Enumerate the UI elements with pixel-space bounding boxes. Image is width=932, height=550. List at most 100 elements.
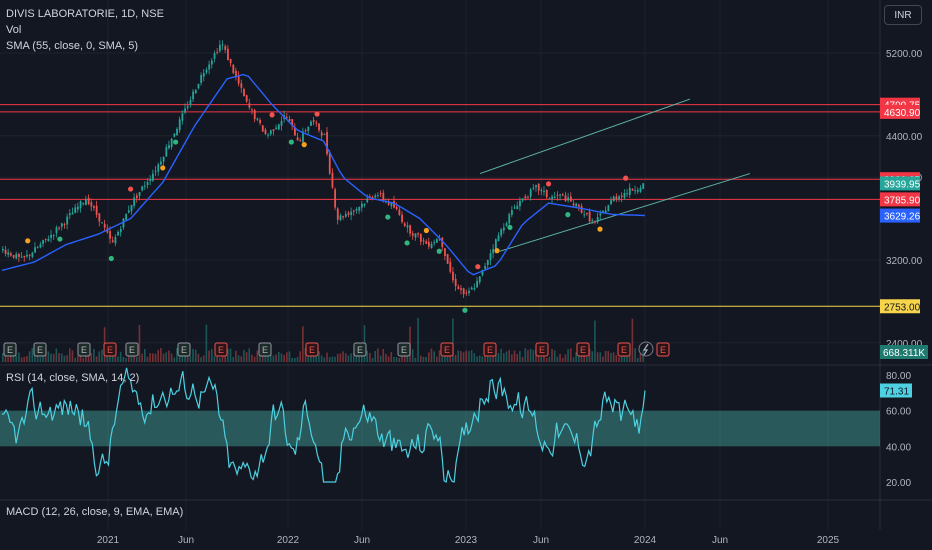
volume-bar [23, 356, 26, 362]
candle-body [532, 187, 535, 189]
volume-bar [272, 355, 275, 362]
earnings-marker-label: E [129, 345, 135, 355]
candle-body [433, 241, 436, 244]
signal-dot [160, 165, 166, 171]
volume-bar [618, 357, 620, 362]
volume-bar [339, 353, 342, 362]
candle-body [154, 170, 157, 172]
candle-body [237, 76, 240, 84]
volume-bar [162, 353, 165, 362]
candle-body [537, 183, 540, 191]
candle-body [77, 206, 79, 210]
volume-bar [98, 351, 101, 362]
earnings-marker [305, 342, 319, 357]
volume-bar [334, 356, 336, 362]
volume-bar [636, 357, 639, 362]
candle-body [66, 216, 69, 225]
price-level-label: 4630.90 [884, 108, 921, 119]
volume-bar [556, 356, 559, 362]
candle-body [588, 211, 591, 222]
volume-bar [68, 348, 71, 362]
candle-body [411, 233, 414, 236]
candle-body [210, 60, 213, 65]
candle-body [363, 203, 366, 206]
candle-body [583, 214, 586, 216]
volume-bar [425, 357, 427, 362]
candle-body [7, 252, 10, 255]
candle-body [320, 132, 323, 136]
candle-body [478, 276, 481, 283]
signal-dot [269, 112, 275, 118]
volume-bar [336, 353, 339, 362]
candle-body [296, 137, 299, 141]
candle-body [457, 286, 460, 290]
candle-body [160, 161, 162, 165]
volume-bar [240, 356, 243, 362]
candle-body [352, 210, 355, 212]
candle-body [149, 179, 152, 182]
volume-bar [101, 349, 103, 362]
volume-bar [508, 350, 510, 362]
volume-bar [436, 356, 438, 362]
currency-button[interactable]: INR [884, 5, 922, 25]
volume-bar [374, 350, 377, 362]
candle-body [519, 200, 521, 207]
volume-bar [221, 354, 224, 362]
rsi-tick-label: 80.00 [886, 371, 911, 382]
candle-body [350, 211, 353, 216]
candle-body [122, 218, 125, 228]
price-level-tag [880, 192, 920, 207]
candle-body [243, 89, 245, 97]
candle-body [168, 145, 170, 149]
volume-bar [398, 357, 401, 362]
candle-body [374, 195, 377, 198]
earnings-marker [125, 342, 139, 357]
volume-bar [170, 353, 173, 362]
volume-bar [326, 352, 328, 362]
price-level-tag [880, 299, 920, 314]
candle-body [90, 202, 93, 207]
volume-bar [178, 351, 181, 362]
price-level-tag [880, 176, 920, 191]
volume-bar [588, 348, 591, 362]
volume-bar [449, 355, 452, 362]
candle-body [462, 288, 465, 295]
volume-bar [476, 356, 478, 362]
volume-bar [390, 352, 393, 362]
volume-bar [15, 355, 17, 362]
volume-bar [569, 348, 572, 362]
volume-bar [596, 352, 599, 362]
candle-body [395, 206, 398, 210]
volume-bar [302, 326, 304, 362]
candle-body [575, 203, 578, 207]
volume-bar [141, 353, 143, 362]
candle-body [484, 266, 487, 269]
volume-bar [122, 356, 125, 362]
candle-body [304, 130, 307, 132]
signal-dot [507, 224, 513, 231]
candle-body [543, 190, 545, 192]
candle-body [232, 64, 235, 73]
candle-body [143, 185, 146, 187]
volume-bar [213, 355, 216, 362]
candle-body [39, 244, 42, 248]
volume-bar [462, 352, 465, 362]
earnings-marker-label: E [7, 345, 13, 355]
volume-bar [352, 353, 355, 362]
signal-dot [385, 214, 391, 220]
earnings-marker-label: E [309, 345, 315, 355]
candle-body [500, 229, 503, 236]
signal-dot [565, 212, 571, 218]
candle-body [307, 126, 310, 132]
volume-bar [586, 357, 588, 362]
candle-body [285, 117, 288, 119]
candle-body [248, 103, 251, 108]
candle-body [331, 172, 334, 188]
candle-body [497, 235, 500, 242]
volume-bar [411, 349, 414, 362]
candle-body [371, 196, 374, 198]
volume-bar [47, 351, 50, 362]
candle-body [369, 196, 371, 198]
candle-body [117, 232, 120, 236]
